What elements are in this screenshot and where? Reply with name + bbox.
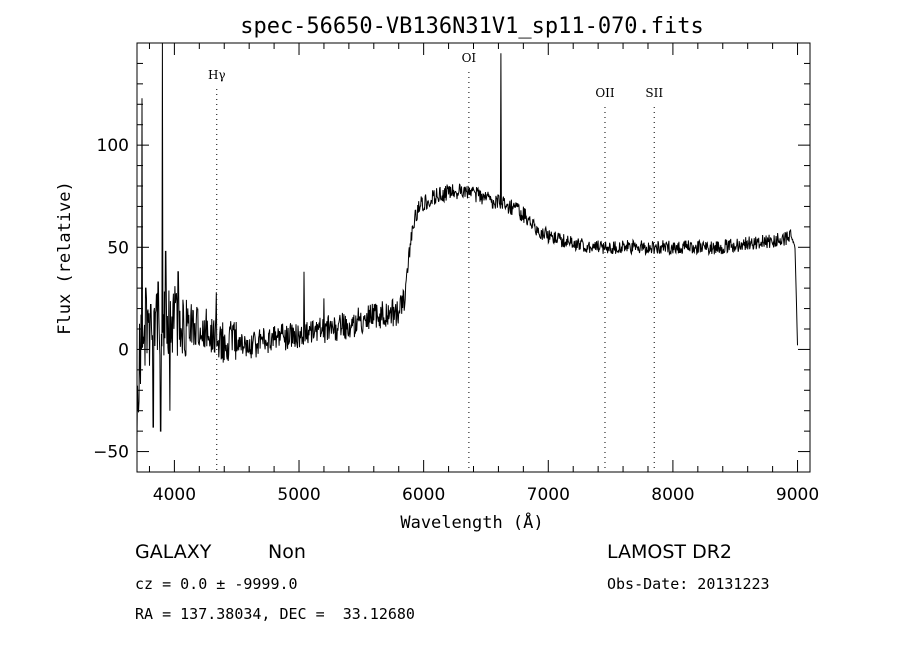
emission-line-label: Hγ bbox=[208, 68, 226, 82]
emission-line-markers: Hγ OI OII SII bbox=[208, 51, 663, 472]
x-tick-label: 4000 bbox=[153, 485, 196, 505]
object-subclass: Non bbox=[268, 541, 306, 563]
x-axis-label: Wavelength (Å) bbox=[400, 511, 543, 533]
y-tick-label: −50 bbox=[93, 443, 129, 463]
y-axis-label: Flux (relative) bbox=[55, 181, 75, 335]
y-tick-label: 0 bbox=[118, 340, 129, 360]
object-class: GALAXY bbox=[135, 541, 212, 563]
redshift-line: cz = 0.0 ± -9999.0 bbox=[135, 575, 298, 593]
emission-line-label: OII bbox=[595, 86, 615, 100]
axis-ticks: 4000 5000 6000 7000 8000 9000 −50 0 50 100 bbox=[93, 43, 819, 505]
x-tick-label: 8000 bbox=[651, 485, 694, 505]
survey-name: LAMOST DR2 bbox=[607, 541, 732, 563]
x-tick-label: 7000 bbox=[527, 485, 570, 505]
emission-line-label: SII bbox=[645, 86, 663, 100]
x-tick-label: 6000 bbox=[402, 485, 445, 505]
observation-date: Obs-Date: 20131223 bbox=[607, 575, 770, 593]
chart-title: spec-56650-VB136N31V1_sp11-070.fits bbox=[240, 14, 704, 39]
y-tick-label: 100 bbox=[97, 136, 129, 156]
y-tick-label: 50 bbox=[107, 238, 129, 258]
x-tick-label: 9000 bbox=[776, 485, 819, 505]
coordinates-line: RA = 137.38034, DEC = 33.12680 bbox=[135, 605, 415, 623]
spectrum-line bbox=[136, 42, 798, 438]
emission-line-label: OI bbox=[462, 51, 477, 65]
plot-frame bbox=[136, 42, 811, 473]
x-tick-label: 5000 bbox=[277, 485, 320, 505]
